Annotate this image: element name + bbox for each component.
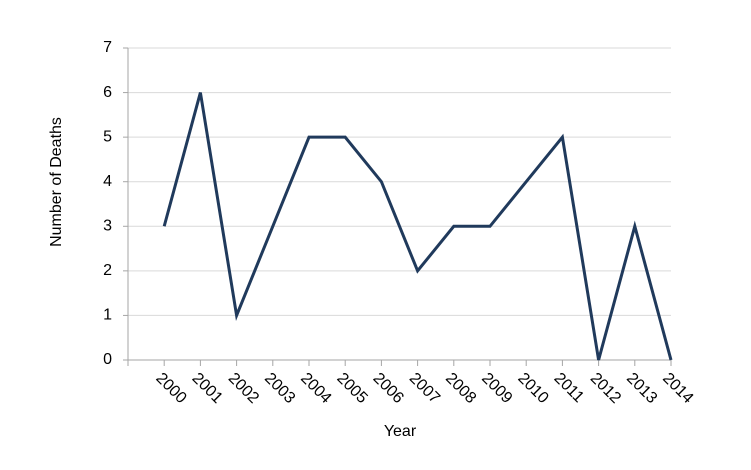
y-tick-label: 7 — [103, 39, 112, 56]
x-tick-label: 2004 — [297, 370, 334, 407]
x-tick-label: 2010 — [514, 370, 551, 407]
y-tick-label: 5 — [103, 128, 112, 145]
x-tick-label: 2014 — [659, 370, 696, 407]
x-tick-label: 2012 — [587, 370, 624, 407]
x-tick-label: 2003 — [261, 370, 298, 407]
y-axis-label: Number of Deaths — [48, 117, 65, 247]
data-line — [162, 92, 673, 361]
y-tick-label: 4 — [103, 173, 112, 190]
y-tick-label: 0 — [103, 351, 112, 368]
x-tick-label: 2002 — [225, 370, 262, 407]
x-tick-label: 2007 — [406, 370, 443, 407]
x-axis-label: Year — [384, 423, 417, 440]
x-tick-label: 2013 — [623, 370, 660, 407]
x-tick-label: 2008 — [442, 370, 479, 407]
y-tick-label: 1 — [103, 307, 112, 324]
x-tick-label: 2006 — [370, 370, 407, 407]
x-tick-label: 2011 — [551, 370, 587, 406]
y-tick-label: 6 — [103, 84, 112, 101]
y-tick-label: 3 — [103, 218, 112, 235]
x-tick-label: 2005 — [333, 370, 370, 407]
x-tick-label: 2000 — [152, 370, 189, 407]
y-tick-label: 2 — [103, 262, 112, 279]
x-tick-label: 2009 — [478, 370, 515, 407]
x-tick-label: 2001 — [189, 370, 226, 407]
